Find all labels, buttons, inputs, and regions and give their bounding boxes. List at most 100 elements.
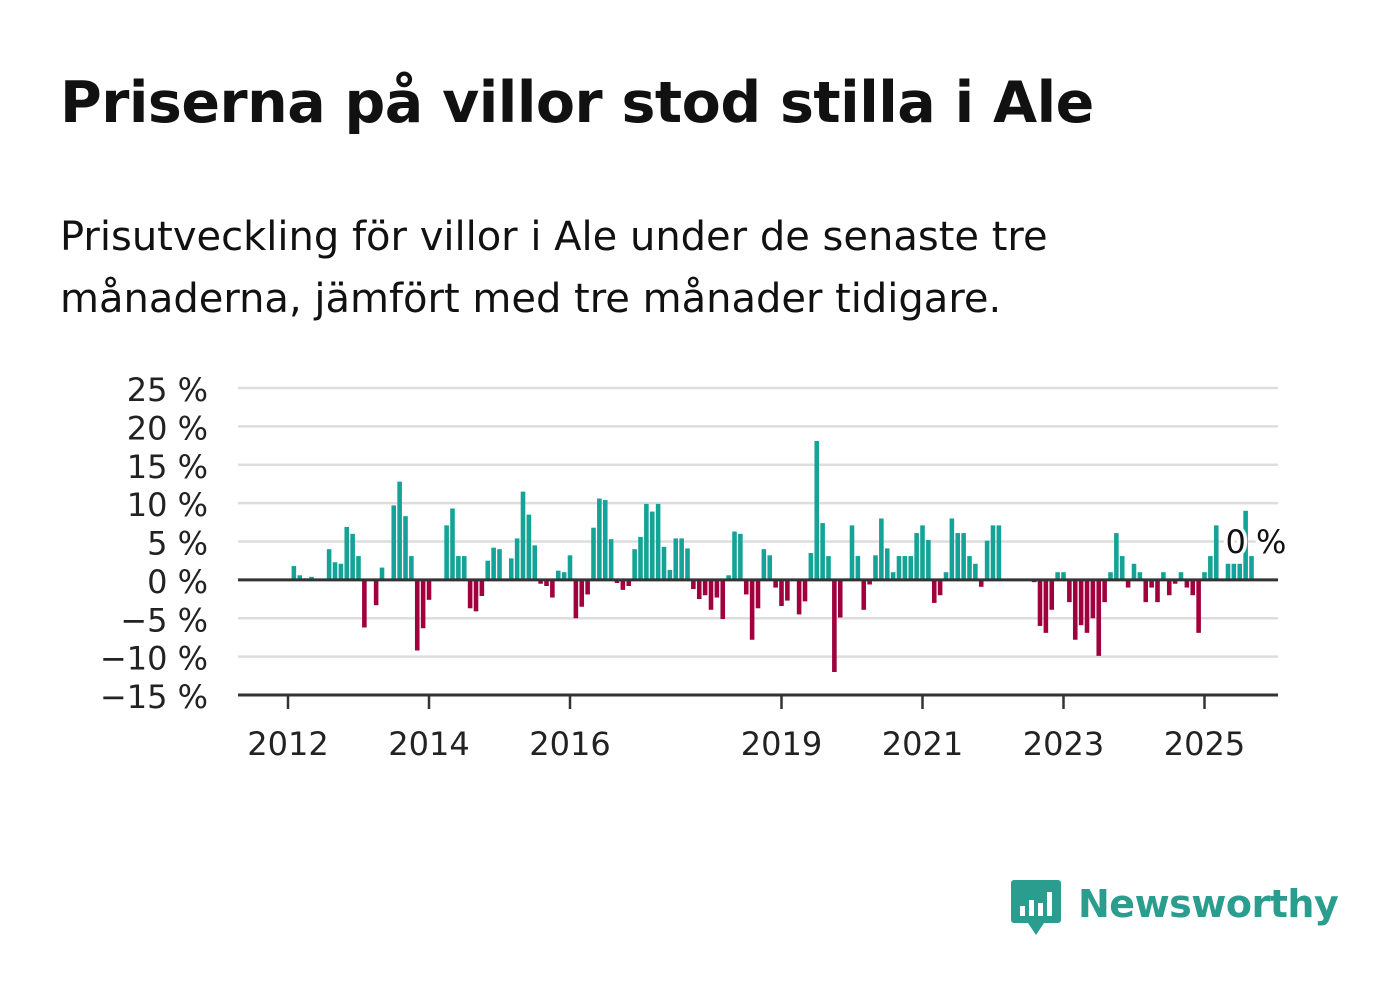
bar bbox=[1237, 563, 1243, 580]
bar bbox=[456, 556, 461, 580]
bar bbox=[849, 525, 855, 580]
bar bbox=[949, 518, 955, 580]
bar bbox=[297, 575, 303, 580]
bar bbox=[526, 514, 532, 580]
bar bbox=[720, 579, 726, 620]
bar bbox=[614, 579, 620, 583]
bar bbox=[767, 555, 773, 580]
x-tick-label: 2012 bbox=[247, 725, 328, 763]
bar bbox=[444, 525, 449, 580]
y-tick-label: 5 % bbox=[147, 525, 208, 563]
bar bbox=[978, 579, 984, 587]
bar bbox=[508, 558, 514, 580]
bar bbox=[779, 579, 784, 606]
tick-labels: 25 %20 %15 %10 %5 %0 %−5 %−10 %−15 %2012… bbox=[100, 371, 1290, 763]
x-tick-label: 2019 bbox=[741, 725, 822, 763]
bar bbox=[796, 579, 802, 615]
bar bbox=[837, 579, 843, 618]
x-tick-label: 2021 bbox=[882, 725, 963, 763]
y-tick-label: 15 % bbox=[127, 448, 208, 486]
bar bbox=[1090, 579, 1096, 619]
bar bbox=[926, 539, 931, 580]
bar bbox=[644, 503, 649, 580]
bar bbox=[626, 579, 632, 587]
bar bbox=[567, 555, 573, 580]
bar bbox=[814, 440, 820, 580]
bar bbox=[761, 549, 767, 580]
bar bbox=[550, 579, 555, 598]
bar bbox=[990, 525, 996, 580]
bar bbox=[1078, 579, 1084, 626]
bar bbox=[420, 579, 426, 629]
bar bbox=[1178, 572, 1184, 580]
bar bbox=[655, 503, 661, 580]
axes bbox=[238, 578, 1278, 709]
bar bbox=[497, 549, 502, 580]
bar bbox=[1161, 572, 1166, 580]
bar bbox=[1067, 579, 1072, 603]
bar-series bbox=[291, 440, 1254, 672]
bar bbox=[879, 518, 884, 580]
bar bbox=[638, 536, 643, 580]
bar bbox=[1061, 572, 1066, 580]
y-tick-label: −15 % bbox=[100, 678, 208, 716]
bar bbox=[373, 579, 379, 606]
bar bbox=[661, 546, 667, 580]
newsworthy-logo: Newsworthy bbox=[1010, 878, 1339, 940]
bar bbox=[1055, 572, 1060, 580]
bar bbox=[702, 579, 708, 596]
bar bbox=[414, 579, 420, 651]
bar bbox=[1043, 579, 1049, 633]
bar bbox=[861, 579, 867, 610]
bar bbox=[679, 538, 684, 580]
bar bbox=[943, 572, 949, 580]
bar bbox=[649, 511, 655, 580]
bar bbox=[350, 533, 355, 580]
bar bbox=[984, 540, 990, 580]
bar bbox=[326, 549, 332, 580]
bar bbox=[514, 538, 520, 580]
bar bbox=[1149, 579, 1154, 588]
bar bbox=[1119, 556, 1125, 580]
bar bbox=[732, 531, 737, 580]
bar bbox=[920, 525, 925, 580]
bar bbox=[426, 579, 432, 600]
bar bbox=[714, 579, 720, 598]
y-tick-label: 10 % bbox=[127, 486, 208, 524]
bar bbox=[597, 498, 602, 580]
bar bbox=[1108, 572, 1113, 580]
y-tick-label: −5 % bbox=[120, 601, 208, 639]
bar bbox=[873, 555, 878, 580]
grid-lines bbox=[238, 386, 1278, 658]
bar bbox=[908, 556, 914, 580]
bar bbox=[403, 516, 408, 580]
bar bbox=[996, 525, 1002, 580]
bar bbox=[738, 533, 743, 580]
bar bbox=[967, 556, 972, 580]
bar bbox=[1037, 579, 1043, 626]
end-value-label-halo: 0 % bbox=[1226, 523, 1287, 561]
bar bbox=[409, 556, 414, 580]
bar bbox=[485, 560, 491, 580]
bar bbox=[673, 538, 679, 580]
bar bbox=[362, 579, 367, 628]
bar bbox=[914, 533, 919, 580]
bar bbox=[773, 579, 778, 588]
bar bbox=[755, 579, 761, 609]
bar bbox=[955, 533, 961, 580]
bar bbox=[620, 579, 626, 590]
bar bbox=[467, 579, 473, 609]
bar bbox=[1137, 572, 1143, 580]
bar bbox=[338, 563, 344, 580]
bar bbox=[1172, 579, 1178, 584]
bar bbox=[826, 556, 831, 580]
bar bbox=[532, 545, 538, 580]
bar bbox=[479, 579, 485, 596]
bar bbox=[749, 579, 755, 640]
bar bbox=[973, 563, 978, 580]
bar bbox=[1125, 579, 1131, 588]
bar bbox=[808, 553, 814, 580]
bar bbox=[1114, 533, 1119, 580]
bar bbox=[585, 579, 590, 595]
bar bbox=[1243, 510, 1248, 580]
